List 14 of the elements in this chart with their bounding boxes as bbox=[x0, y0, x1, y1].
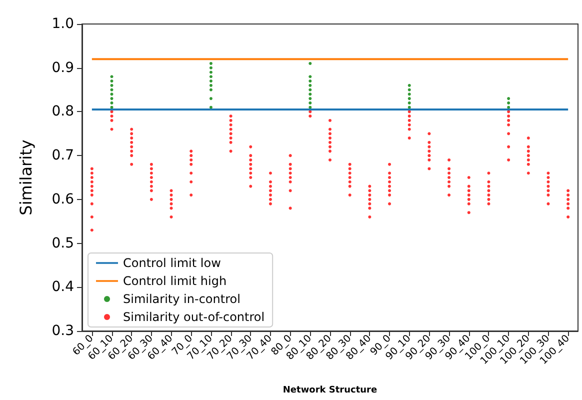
y-axis-title: Similarity bbox=[16, 140, 36, 216]
y-tick-label: 0.3 bbox=[52, 323, 74, 339]
legend-label: Similarity in-control bbox=[123, 292, 240, 306]
y-tick-label: 0.8 bbox=[52, 104, 74, 120]
x-axis-title: Network Structure bbox=[282, 386, 378, 396]
legend-label: Control limit low bbox=[123, 256, 222, 270]
y-tick-label: 0.6 bbox=[52, 191, 74, 208]
y-tick-label: 0.7 bbox=[52, 148, 74, 164]
legend-label: Control limit high bbox=[123, 274, 227, 288]
legend-label: Similarity out-of-control bbox=[123, 310, 265, 324]
y-tick-label: 1.0 bbox=[52, 16, 74, 32]
y-tick-label: 0.5 bbox=[52, 235, 74, 252]
y-tick-label: 0.9 bbox=[52, 60, 74, 76]
y-tick-label: 0.4 bbox=[52, 279, 74, 296]
